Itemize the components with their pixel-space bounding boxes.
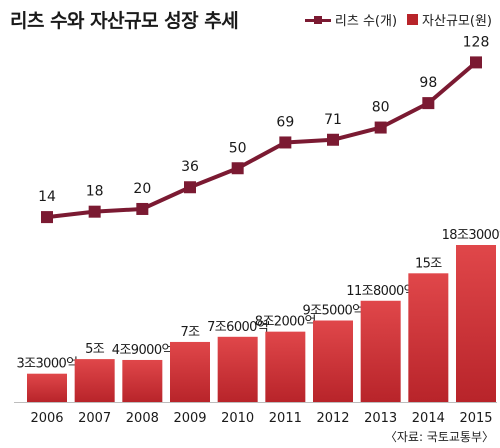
x-tick-2010: 2010 <box>221 411 254 426</box>
bar-2009 <box>170 341 210 402</box>
bar-label-2008: 4조9000억 <box>112 343 173 358</box>
line-label-2010: 50 <box>229 140 247 156</box>
chart-legend: 리츠 수(개) 자산규모(원) <box>304 10 492 29</box>
line-point-2010 <box>231 162 244 175</box>
bar-2010 <box>217 336 258 402</box>
line-label-2013: 80 <box>372 100 390 116</box>
bar-label-2007: 5조 <box>85 342 105 357</box>
x-tick-2015: 2015 <box>459 411 492 426</box>
line-point-2007 <box>88 205 101 218</box>
line-series-count <box>46 60 478 220</box>
bar-2014 <box>408 273 449 402</box>
line-point-2012 <box>327 133 339 146</box>
line-label-2011: 69 <box>276 114 294 130</box>
bar-label-2010: 7조6000억 <box>207 320 268 335</box>
bar-label-2009: 7조 <box>180 325 200 340</box>
line-label-2012: 71 <box>324 112 342 128</box>
bar-2008 <box>122 359 163 402</box>
line-point-2015 <box>470 56 482 69</box>
x-tick-2011: 2011 <box>269 411 302 426</box>
legend-line-label: 리츠 수(개) <box>334 14 398 29</box>
line-label-2007: 18 <box>86 184 104 200</box>
x-tick-2012: 2012 <box>316 411 349 426</box>
chart-title: 리츠 수와 자산규모 성장 추세 <box>10 10 239 32</box>
bar-label-2011: 8조2000억 <box>255 315 316 330</box>
x-tick-2009: 2009 <box>173 411 206 426</box>
bar-label-2006: 3조3000억 <box>16 357 77 372</box>
line-point-2009 <box>184 181 196 194</box>
bar-2012 <box>313 320 353 402</box>
legend-line-swatch-icon <box>304 14 331 26</box>
x-tick-2013: 2013 <box>364 411 397 426</box>
line-point-2008 <box>136 202 149 215</box>
bar-2013 <box>360 300 401 402</box>
x-tick-2007: 2007 <box>78 411 111 426</box>
bar-label-2013: 11조8000억 <box>346 284 415 299</box>
bar-label-2012: 9조5000억 <box>302 303 363 318</box>
bar-2011 <box>265 331 306 402</box>
line-point-2013 <box>374 121 387 134</box>
line-label-2015: 128 <box>463 34 490 50</box>
bar-label-2014: 15조 <box>415 256 442 271</box>
x-tick-2008: 2008 <box>126 411 159 426</box>
bar-2007 <box>74 359 115 402</box>
bar-label-2015: 18조3000억 <box>442 228 500 243</box>
line-label-2009: 36 <box>181 159 199 175</box>
legend-bar-label: 자산규모(원) <box>422 14 492 29</box>
legend-bar-swatch-icon <box>407 14 419 25</box>
line-point-2011 <box>279 136 292 149</box>
line-label-2006: 14 <box>38 189 56 205</box>
source-note: 〈자료: 국토교통부〉 <box>384 430 494 444</box>
line-point-2014 <box>422 97 435 110</box>
x-tick-2014: 2014 <box>412 411 445 426</box>
bar-2015 <box>456 245 496 402</box>
x-tick-2006: 2006 <box>30 411 63 426</box>
bar-2006 <box>27 373 67 402</box>
line-point-2006 <box>41 211 53 224</box>
line-label-2014: 98 <box>419 75 437 91</box>
line-label-2008: 20 <box>133 181 151 197</box>
legend-line-marker <box>313 15 322 24</box>
